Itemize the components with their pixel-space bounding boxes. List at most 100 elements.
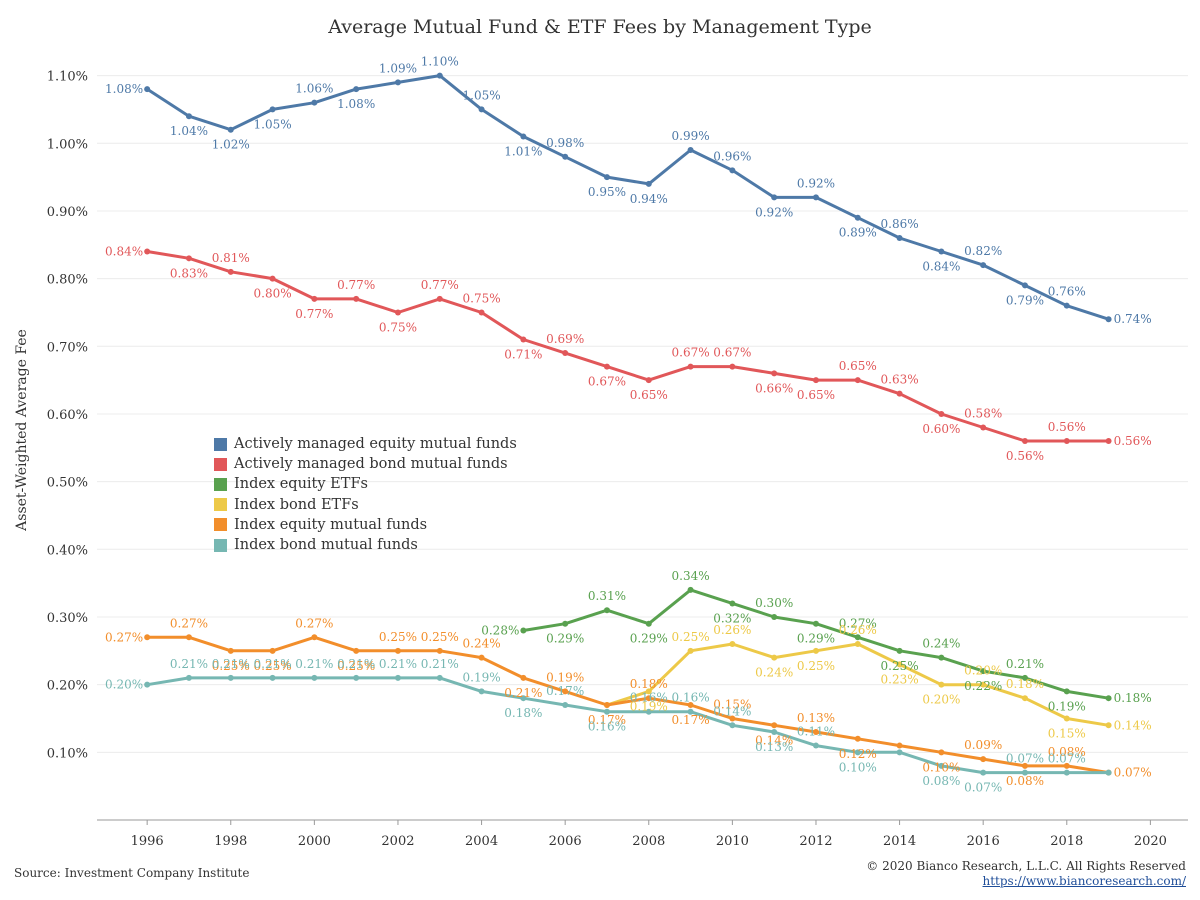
data-point	[645, 695, 652, 702]
legend-item: Actively managed equity mutual funds	[214, 434, 517, 454]
data-point	[1063, 302, 1070, 309]
data-point	[144, 681, 151, 688]
data-label: 0.67%	[588, 375, 626, 389]
data-point	[645, 708, 652, 715]
data-label: 0.92%	[755, 205, 793, 219]
data-point	[562, 701, 569, 708]
data-label: 0.21%	[504, 686, 542, 700]
data-point	[896, 647, 903, 654]
x-tick-label: 2002	[381, 834, 414, 849]
x-tick-label: 2014	[883, 834, 916, 849]
data-point	[436, 647, 443, 654]
data-label: 0.25%	[881, 659, 919, 673]
data-label: 0.18%	[630, 677, 668, 691]
data-point	[478, 309, 485, 316]
data-point	[854, 214, 861, 221]
data-point	[478, 106, 485, 113]
data-point	[603, 708, 610, 715]
data-label: 0.28%	[481, 624, 519, 638]
data-label: 0.25%	[797, 659, 835, 673]
data-point	[687, 701, 694, 708]
data-point	[353, 86, 360, 93]
data-point	[185, 674, 192, 681]
data-point	[185, 113, 192, 120]
data-point	[227, 674, 234, 681]
x-tick-label: 1998	[214, 834, 247, 849]
data-label: 0.07%	[964, 781, 1002, 795]
data-point	[436, 72, 443, 79]
data-point	[1105, 316, 1112, 323]
website-link[interactable]: https://www.biancoresearch.com/	[982, 874, 1186, 888]
data-label: 0.99%	[672, 129, 710, 143]
data-label: 0.25%	[337, 659, 375, 673]
legend-label: Index bond ETFs	[234, 496, 359, 513]
data-label: 0.84%	[105, 245, 143, 259]
data-label: 0.25%	[254, 659, 292, 673]
data-label: 1.08%	[105, 82, 143, 96]
data-point	[436, 674, 443, 681]
data-label: 0.19%	[630, 699, 668, 713]
data-label: 0.15%	[713, 697, 751, 711]
x-tick-label: 2020	[1134, 834, 1167, 849]
data-label: 0.25%	[672, 630, 710, 644]
data-label: 0.08%	[1006, 774, 1044, 788]
data-point	[812, 729, 819, 736]
x-tick-label: 2000	[298, 834, 331, 849]
y-tick-label: 0.30%	[47, 611, 88, 626]
axes: 0.10% 0.20% 0.30% 0.40% 0.50% 0.60% 0.70% 0.80%…	[47, 70, 1188, 849]
data-label: 0.77%	[295, 307, 333, 321]
data-point	[854, 749, 861, 756]
data-label: 0.21%	[170, 657, 208, 671]
y-axis-title: Asset-Weighted Average Fee	[14, 329, 30, 532]
data-label: 0.21%	[337, 657, 375, 671]
data-label: 0.75%	[463, 291, 501, 305]
data-label: 0.26%	[839, 623, 877, 637]
data-point	[562, 350, 569, 357]
data-label: 0.29%	[797, 632, 835, 646]
data-point	[227, 126, 234, 133]
data-point	[938, 248, 945, 255]
data-point	[896, 235, 903, 242]
data-point	[185, 255, 192, 262]
data-point	[645, 180, 652, 187]
data-label: 0.16%	[630, 691, 668, 705]
y-tick-label: 0.70%	[47, 340, 88, 355]
data-label: 0.21%	[295, 657, 333, 671]
data-label: 0.65%	[839, 359, 877, 373]
legend-item: Index bond ETFs	[214, 495, 517, 515]
legend-swatch	[214, 457, 227, 471]
data-point	[603, 607, 610, 614]
data-label: 0.18%	[504, 706, 542, 720]
data-point	[1105, 695, 1112, 702]
data-label: 0.94%	[630, 192, 668, 206]
data-label: 0.74%	[1114, 312, 1152, 326]
data-point	[185, 634, 192, 641]
data-label: 0.10%	[839, 760, 877, 774]
data-point	[729, 641, 736, 648]
data-point	[687, 363, 694, 370]
data-label: 0.25%	[212, 659, 250, 673]
data-point	[520, 627, 527, 634]
source-note: Source: Investment Company Institute	[14, 866, 250, 880]
data-point	[729, 167, 736, 174]
data-point	[562, 153, 569, 160]
y-tick-label: 0.10%	[47, 746, 88, 761]
data-label: 0.19%	[546, 670, 584, 684]
data-label: 0.65%	[797, 388, 835, 402]
data-label: 0.29%	[630, 632, 668, 646]
data-label: 0.56%	[1114, 434, 1152, 448]
data-label: 0.21%	[1006, 657, 1044, 671]
data-label: 1.06%	[295, 82, 333, 96]
data-point	[520, 133, 527, 140]
data-point	[687, 708, 694, 715]
legend-swatch	[214, 437, 227, 451]
data-label: 1.01%	[504, 145, 542, 159]
x-tick-label: 2018	[1050, 834, 1083, 849]
data-point	[896, 390, 903, 397]
chart-title: Average Mutual Fund & ETF Fees by Manage…	[328, 16, 872, 38]
data-point	[353, 647, 360, 654]
series-lines	[144, 72, 1112, 776]
data-label: 1.02%	[212, 138, 250, 152]
data-label: 0.56%	[1048, 420, 1086, 434]
data-point	[729, 600, 736, 607]
